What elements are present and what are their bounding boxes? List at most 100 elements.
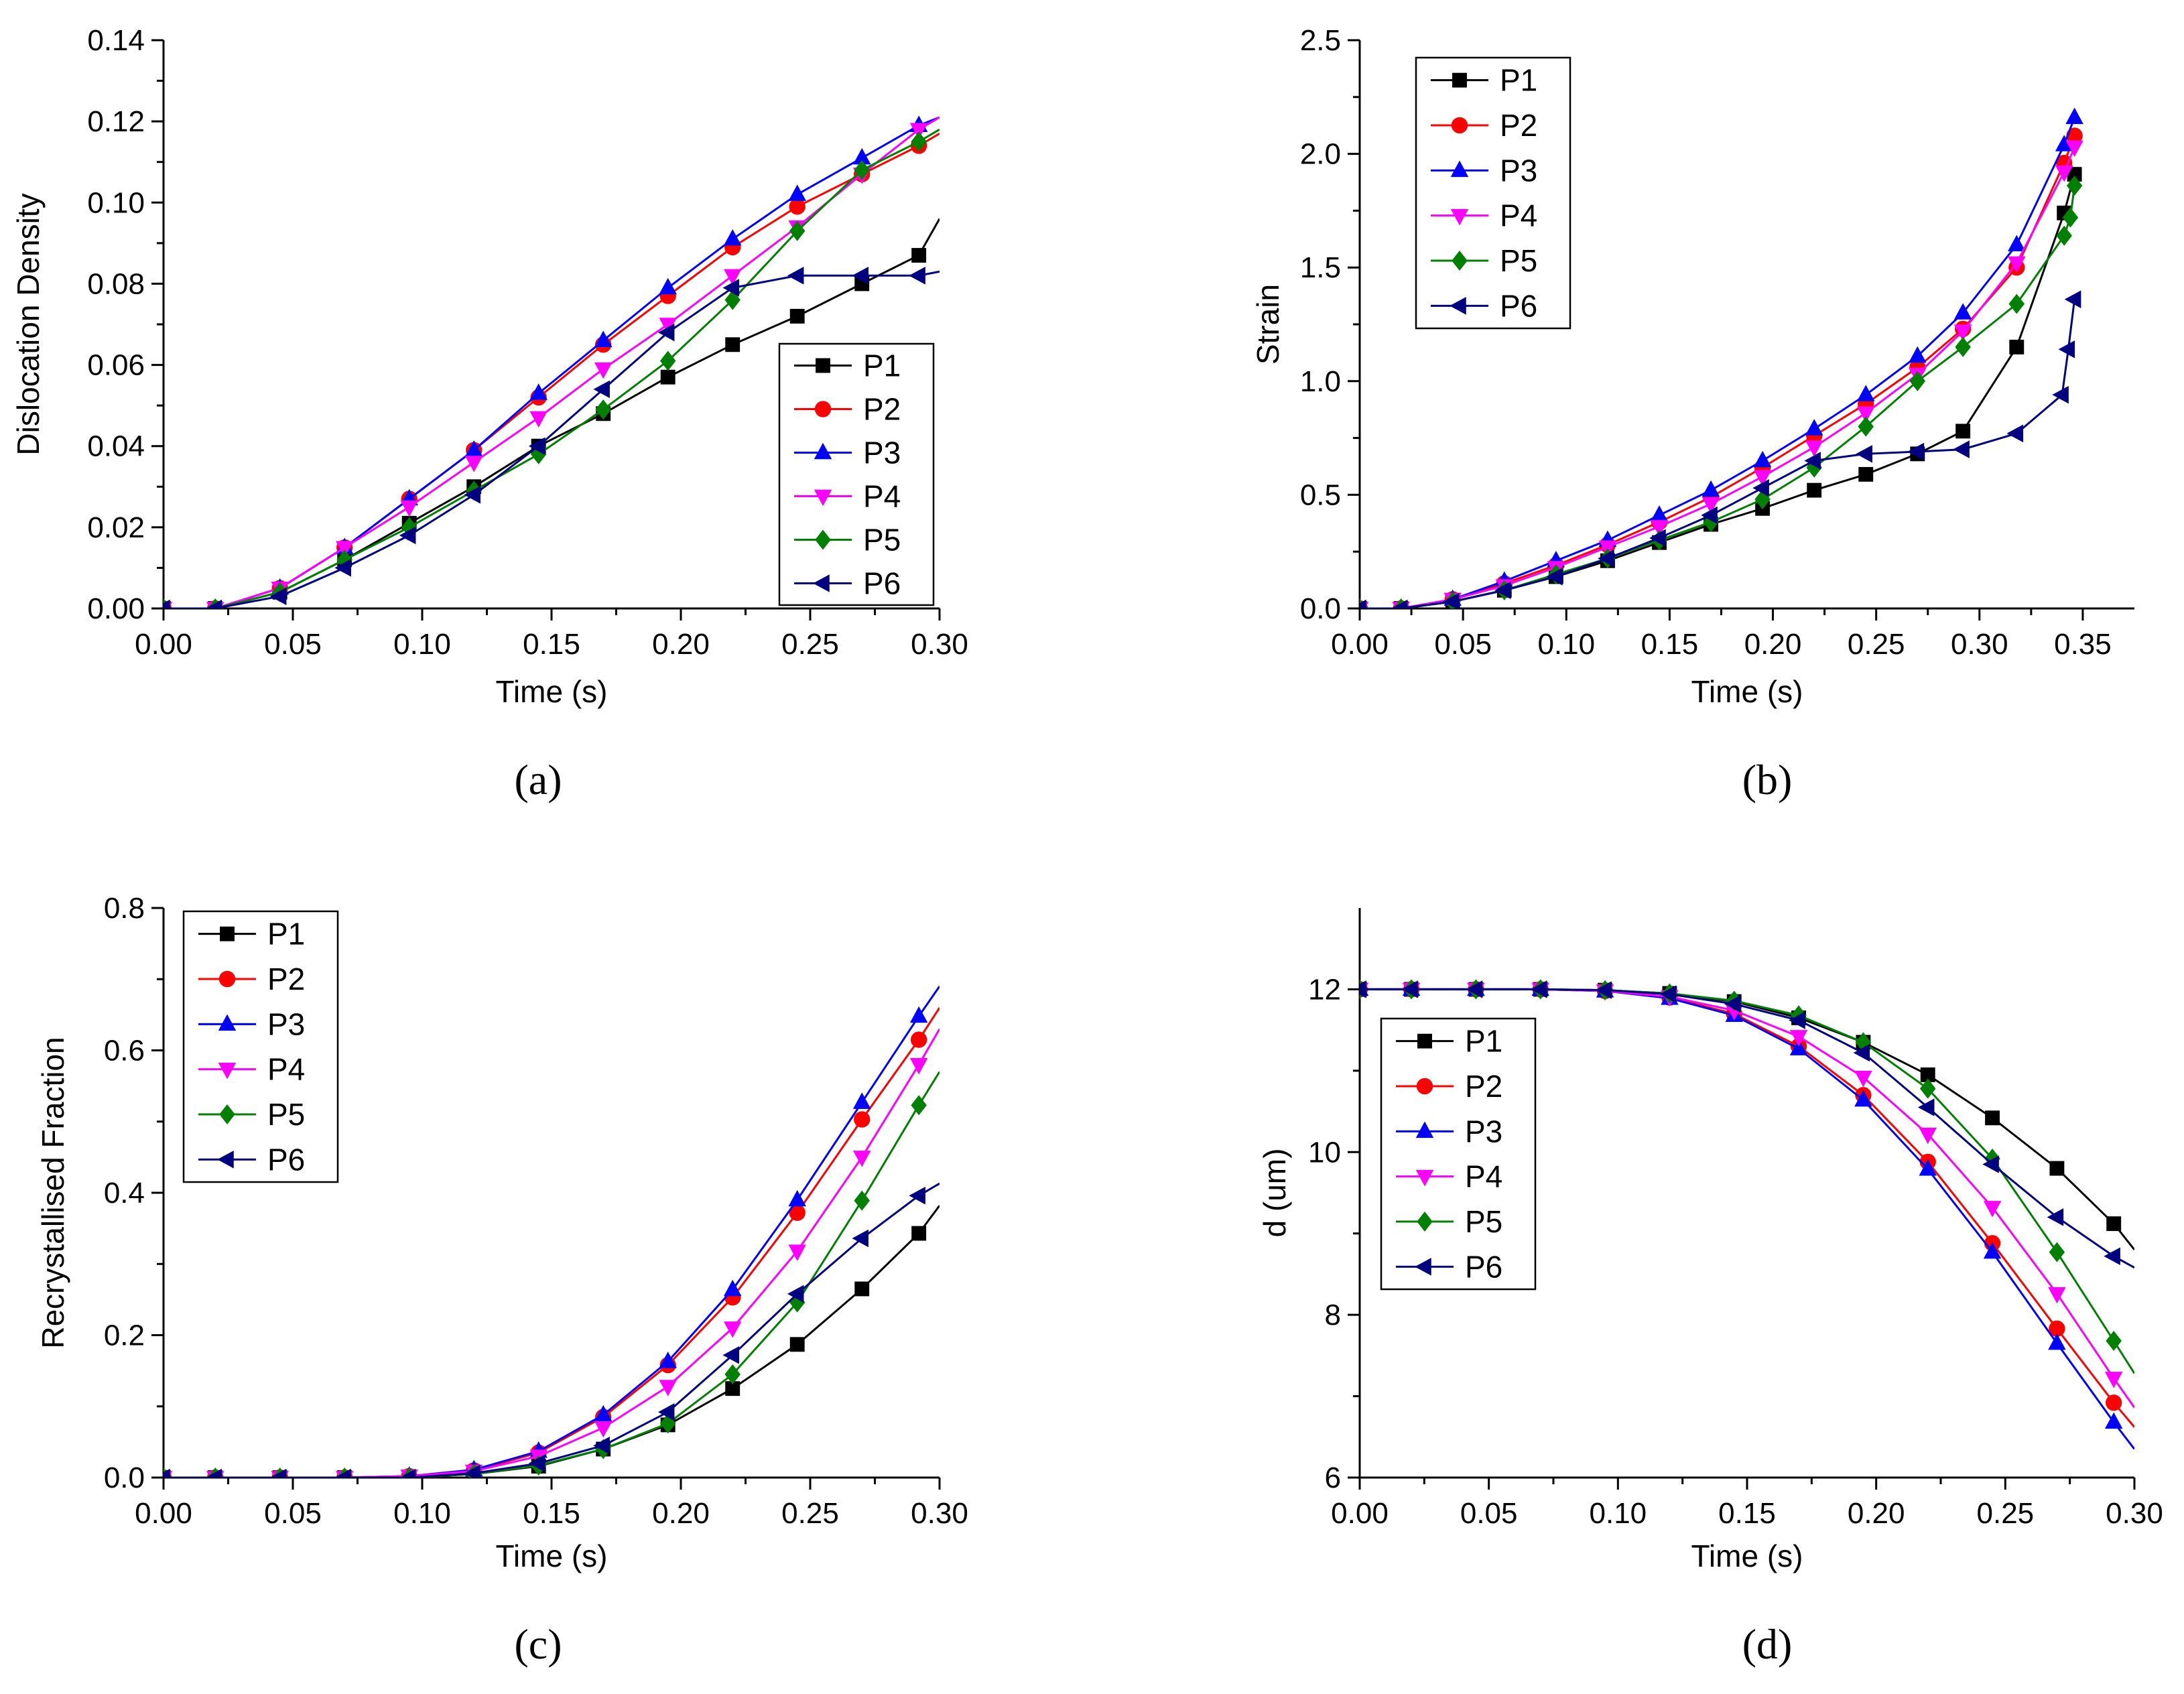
data-point-p4 xyxy=(659,1380,677,1396)
x-tick-label: 0.00 xyxy=(135,628,192,661)
data-point-p3 xyxy=(1650,505,1669,522)
data-point-p4 xyxy=(1953,324,1972,341)
x-tick-label: 0.10 xyxy=(393,1497,451,1530)
legend-label-p2: P2 xyxy=(267,962,305,996)
series-group xyxy=(164,115,940,608)
data-point-p4 xyxy=(909,1058,928,1075)
data-point-p3 xyxy=(594,1405,613,1422)
series-group xyxy=(164,986,940,1478)
data-point-p6 xyxy=(1401,980,1418,998)
y-axis-title: Dislocation Density xyxy=(11,193,46,455)
x-tick-label: 0.20 xyxy=(652,1497,710,1530)
data-point-p1 xyxy=(789,1337,805,1352)
x-tick-label: 0.25 xyxy=(1848,628,1905,661)
y-tick-label: 0.02 xyxy=(87,511,145,544)
data-point-p5 xyxy=(1909,371,1926,391)
data-point-p1 xyxy=(660,369,676,385)
x-tick-label: 0.10 xyxy=(393,628,451,661)
y-tick-label: 0.14 xyxy=(87,24,145,57)
data-point-p6 xyxy=(1466,980,1483,998)
legend-label-p6: P6 xyxy=(1465,1249,1502,1284)
data-point-p4 xyxy=(464,456,483,472)
x-tick-label: 0.10 xyxy=(1537,628,1595,661)
data-point-p6 xyxy=(722,1346,739,1364)
data-point-p3 xyxy=(909,1006,928,1023)
data-point-p6 xyxy=(657,323,675,342)
data-point-p5 xyxy=(2049,1242,2065,1262)
legend-marker-p5 xyxy=(1452,250,1468,271)
x-axis-title: Time (s) xyxy=(1691,674,1803,709)
data-point-p6 xyxy=(787,1285,804,1303)
x-tick-label: 0.00 xyxy=(1331,628,1389,661)
y-tick-label: 0.2 xyxy=(104,1319,145,1352)
data-point-p6 xyxy=(787,267,804,285)
data-point-p3 xyxy=(529,383,548,400)
legend-marker-p3 xyxy=(814,442,832,460)
data-point-p4 xyxy=(2104,1372,2123,1388)
legend-marker-p2 xyxy=(1451,117,1468,134)
data-point-p3 xyxy=(1789,1039,1808,1055)
data-point-p3 xyxy=(1919,1159,1937,1176)
legend-marker-p5 xyxy=(815,529,831,550)
data-point-p6 xyxy=(1391,599,1408,608)
data-point-p3 xyxy=(2008,235,2026,252)
data-point-p6 xyxy=(2052,385,2069,404)
series-line-p4 xyxy=(164,1028,940,1478)
data-point-p4 xyxy=(1650,520,1669,537)
data-point-p6 xyxy=(852,1229,869,1248)
legend-label-p6: P6 xyxy=(863,566,901,601)
y-tick-label: 0.08 xyxy=(87,267,145,300)
data-point-p3 xyxy=(788,1189,806,1207)
legend-box xyxy=(1415,56,1571,330)
x-tick-label: 0.20 xyxy=(652,628,710,661)
data-point-p6 xyxy=(1804,452,1821,470)
legend-label-p3: P3 xyxy=(863,436,901,470)
data-point-p6 xyxy=(1659,985,1677,1003)
series-line-p5 xyxy=(164,129,940,608)
data-point-p1 xyxy=(2049,1161,2065,1176)
data-point-p3 xyxy=(659,277,677,295)
data-point-p6 xyxy=(334,1468,351,1478)
legend-marker-p6 xyxy=(813,574,830,592)
data-point-p1 xyxy=(1807,482,1822,498)
data-point-p6 xyxy=(909,1186,925,1205)
data-point-p1 xyxy=(725,337,741,352)
data-point-p3 xyxy=(2048,1333,2066,1350)
data-point-p4 xyxy=(788,1244,806,1261)
data-point-p6 xyxy=(269,1468,287,1478)
data-point-p6 xyxy=(852,267,869,285)
legend-marker-p1 xyxy=(1452,72,1467,88)
data-point-p6 xyxy=(1546,568,1563,586)
data-point-p5 xyxy=(724,289,741,310)
series-line-p3 xyxy=(164,986,940,1478)
x-tick-label: 0.10 xyxy=(1590,1497,1647,1530)
x-tick-label: 0.05 xyxy=(264,1497,322,1530)
data-point-p6 xyxy=(1494,581,1511,600)
data-point-p3 xyxy=(1805,419,1823,436)
x-axis-title: Time (s) xyxy=(496,1539,608,1573)
panel-label: (d) xyxy=(1742,1620,1793,1668)
legend-marker-p3 xyxy=(1450,160,1469,178)
legend: P1 P2 P3 P4 P5 P6 xyxy=(778,342,935,606)
data-point-p6 xyxy=(1907,442,1925,461)
series-line-p6 xyxy=(164,1182,940,1478)
data-point-p1 xyxy=(1985,1110,2000,1126)
y-tick-label: 0.10 xyxy=(87,186,145,219)
data-point-p1 xyxy=(911,1226,927,1241)
x-tick-label: 0.15 xyxy=(1641,628,1699,661)
data-point-p6 xyxy=(1701,506,1718,525)
x-tick-label: 0.30 xyxy=(911,1497,968,1530)
legend-marker-p1 xyxy=(220,926,235,941)
legend-label-p1: P1 xyxy=(1500,63,1537,98)
data-point-p6 xyxy=(593,380,610,399)
data-point-p4 xyxy=(529,411,548,428)
data-point-p6 xyxy=(334,559,351,577)
x-tick-label: 0.35 xyxy=(2054,628,2112,661)
data-point-p6 xyxy=(1917,1098,1935,1116)
legend-marker-p5 xyxy=(219,1104,235,1125)
legend-label-p2: P2 xyxy=(863,392,901,427)
legend-marker-p5 xyxy=(1417,1211,1433,1232)
x-tick-label: 0.15 xyxy=(1718,1497,1776,1530)
y-axis-title: Strain xyxy=(1250,284,1285,365)
data-point-p3 xyxy=(1753,450,1772,468)
